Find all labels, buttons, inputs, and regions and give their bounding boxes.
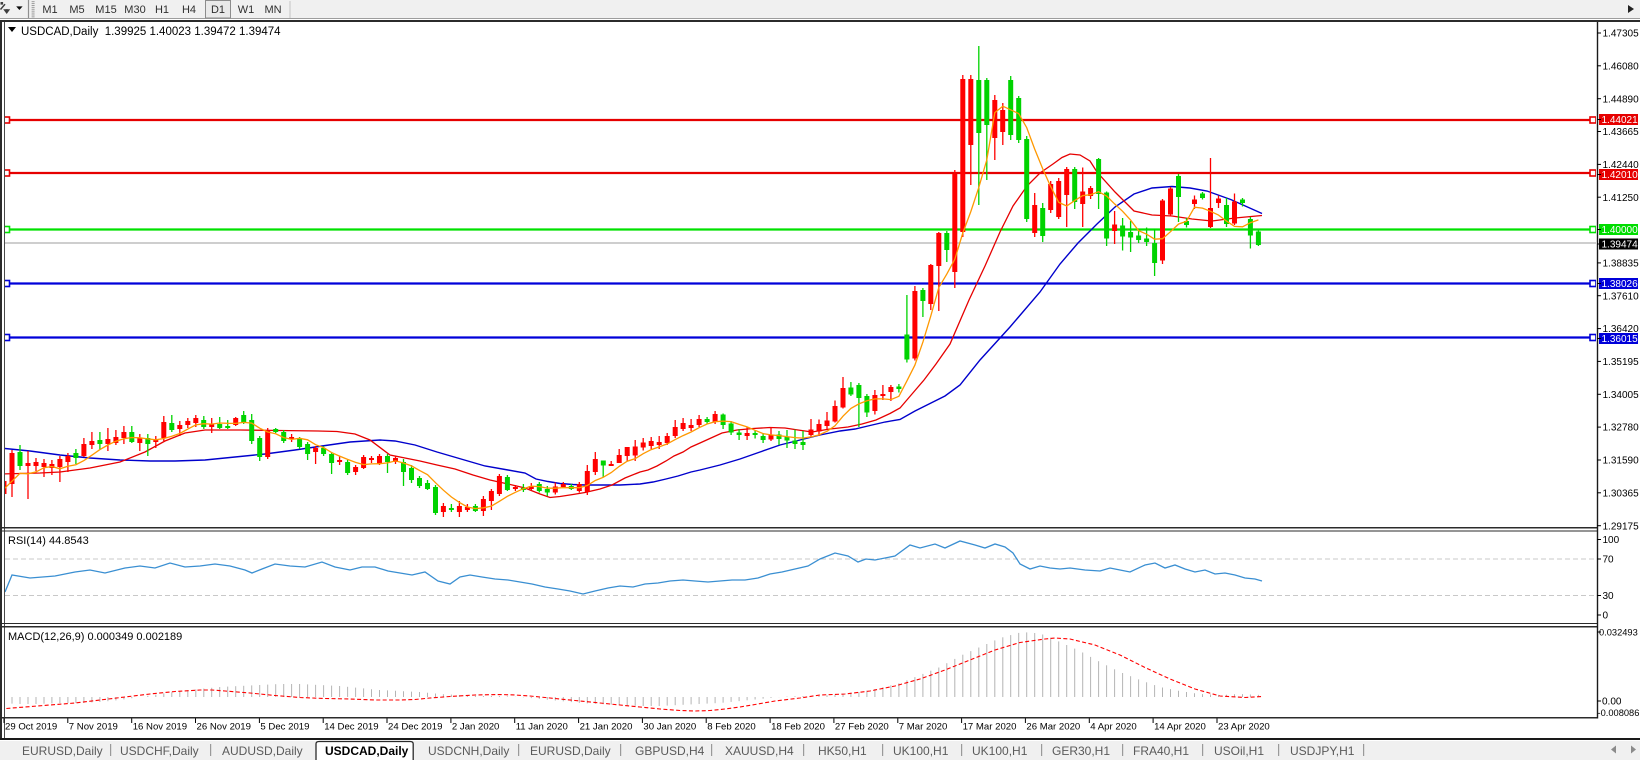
svg-text:M1: M1 (42, 4, 57, 16)
svg-text:1.38026: 1.38026 (1602, 279, 1639, 290)
svg-text:H1: H1 (155, 4, 169, 16)
svg-text:EURUSD,Daily: EURUSD,Daily (530, 744, 611, 758)
svg-text:26 Mar 2020: 26 Mar 2020 (1026, 722, 1080, 733)
svg-text:UK100,H1: UK100,H1 (893, 744, 949, 758)
svg-text:1.36420: 1.36420 (1603, 324, 1640, 335)
svg-text:70: 70 (1603, 555, 1615, 566)
svg-text:1.31590: 1.31590 (1603, 456, 1640, 467)
svg-text:D1: D1 (211, 4, 225, 16)
svg-text:1.35195: 1.35195 (1603, 357, 1640, 368)
svg-text:1.32780: 1.32780 (1603, 423, 1640, 434)
svg-text:1.41250: 1.41250 (1603, 193, 1640, 204)
svg-text:0.032493: 0.032493 (1599, 628, 1638, 638)
svg-text:USDCHF,Daily: USDCHF,Daily (120, 744, 199, 758)
svg-text:16 Nov 2019: 16 Nov 2019 (133, 722, 187, 733)
svg-text:30 Jan 2020: 30 Jan 2020 (643, 722, 696, 733)
svg-text:24 Dec 2019: 24 Dec 2019 (388, 722, 442, 733)
svg-text:100: 100 (1603, 535, 1620, 546)
svg-text:1.37610: 1.37610 (1603, 291, 1640, 302)
svg-text:W1: W1 (238, 4, 255, 16)
svg-text:USDCAD,Daily: USDCAD,Daily (325, 744, 409, 758)
svg-text:17 Mar 2020: 17 Mar 2020 (963, 722, 1017, 733)
svg-text:1.46080: 1.46080 (1603, 61, 1640, 72)
svg-text:11 Jan 2020: 11 Jan 2020 (516, 722, 568, 733)
svg-text:-0.008086: -0.008086 (1598, 708, 1640, 718)
svg-text:27 Feb 2020: 27 Feb 2020 (835, 722, 889, 733)
svg-text:23 Apr 2020: 23 Apr 2020 (1218, 722, 1270, 733)
svg-text:4 Apr 2020: 4 Apr 2020 (1090, 722, 1136, 733)
svg-text:7 Mar 2020: 7 Mar 2020 (899, 722, 948, 733)
svg-text:USDJPY,H1: USDJPY,H1 (1290, 744, 1355, 758)
svg-text:1.38835: 1.38835 (1603, 259, 1640, 270)
svg-text:M30: M30 (124, 4, 145, 16)
svg-text:7 Nov 2019: 7 Nov 2019 (69, 722, 118, 733)
svg-text:UK100,H1: UK100,H1 (972, 744, 1028, 758)
svg-text:29 Oct 2019: 29 Oct 2019 (5, 722, 57, 733)
svg-text:0.00: 0.00 (1602, 697, 1622, 708)
svg-text:M15: M15 (95, 4, 116, 16)
svg-text:30: 30 (1603, 591, 1615, 602)
svg-text:RSI(14) 44.8543: RSI(14) 44.8543 (8, 535, 89, 547)
svg-text:21 Jan 2020: 21 Jan 2020 (580, 722, 633, 733)
svg-text:1.40000: 1.40000 (1602, 225, 1639, 236)
svg-text:USDCAD,Daily 1.39925 1.40023: USDCAD,Daily 1.39925 1.40023 1.39472 1.3… (21, 26, 281, 38)
svg-text:14 Apr 2020: 14 Apr 2020 (1154, 722, 1206, 733)
svg-text:FRA40,H1: FRA40,H1 (1133, 744, 1189, 758)
svg-text:1.47305: 1.47305 (1603, 29, 1640, 40)
svg-text:MN: MN (264, 4, 281, 16)
svg-text:USOil,H1: USOil,H1 (1214, 744, 1264, 758)
svg-text:26 Nov 2019: 26 Nov 2019 (197, 722, 251, 733)
svg-text:H4: H4 (182, 4, 196, 16)
svg-text:M5: M5 (69, 4, 84, 16)
svg-text:1.44890: 1.44890 (1603, 94, 1640, 105)
svg-text:5 Dec 2019: 5 Dec 2019 (260, 722, 309, 733)
svg-text:8 Feb 2020: 8 Feb 2020 (707, 722, 756, 733)
svg-text:1.34005: 1.34005 (1603, 390, 1640, 401)
svg-text:1.36015: 1.36015 (1602, 334, 1639, 345)
svg-text:GER30,H1: GER30,H1 (1052, 744, 1110, 758)
svg-text:1.29175: 1.29175 (1603, 521, 1640, 532)
svg-text:GBPUSD,H4: GBPUSD,H4 (635, 744, 705, 758)
svg-text:0: 0 (1603, 611, 1609, 622)
svg-text:2 Jan 2020: 2 Jan 2020 (452, 722, 499, 733)
svg-text:MACD(12,26,9) 0.000349 0.00218: MACD(12,26,9) 0.000349 0.002189 (8, 631, 182, 643)
svg-text:1.39474: 1.39474 (1602, 240, 1639, 251)
svg-text:EURUSD,Daily: EURUSD,Daily (22, 744, 103, 758)
svg-text:XAUUSD,H4: XAUUSD,H4 (725, 744, 794, 758)
svg-text:HK50,H1: HK50,H1 (818, 744, 867, 758)
svg-text:1.42010: 1.42010 (1602, 170, 1639, 181)
svg-text:1.43665: 1.43665 (1603, 127, 1640, 138)
svg-text:USDCNH,Daily: USDCNH,Daily (428, 744, 509, 758)
svg-text:18 Feb 2020: 18 Feb 2020 (771, 722, 825, 733)
svg-text:1.44021: 1.44021 (1602, 115, 1639, 126)
svg-text:1.30365: 1.30365 (1603, 488, 1640, 499)
svg-text:AUDUSD,Daily: AUDUSD,Daily (222, 744, 303, 758)
svg-text:1.42440: 1.42440 (1603, 160, 1640, 171)
svg-text:14 Dec 2019: 14 Dec 2019 (324, 722, 378, 733)
